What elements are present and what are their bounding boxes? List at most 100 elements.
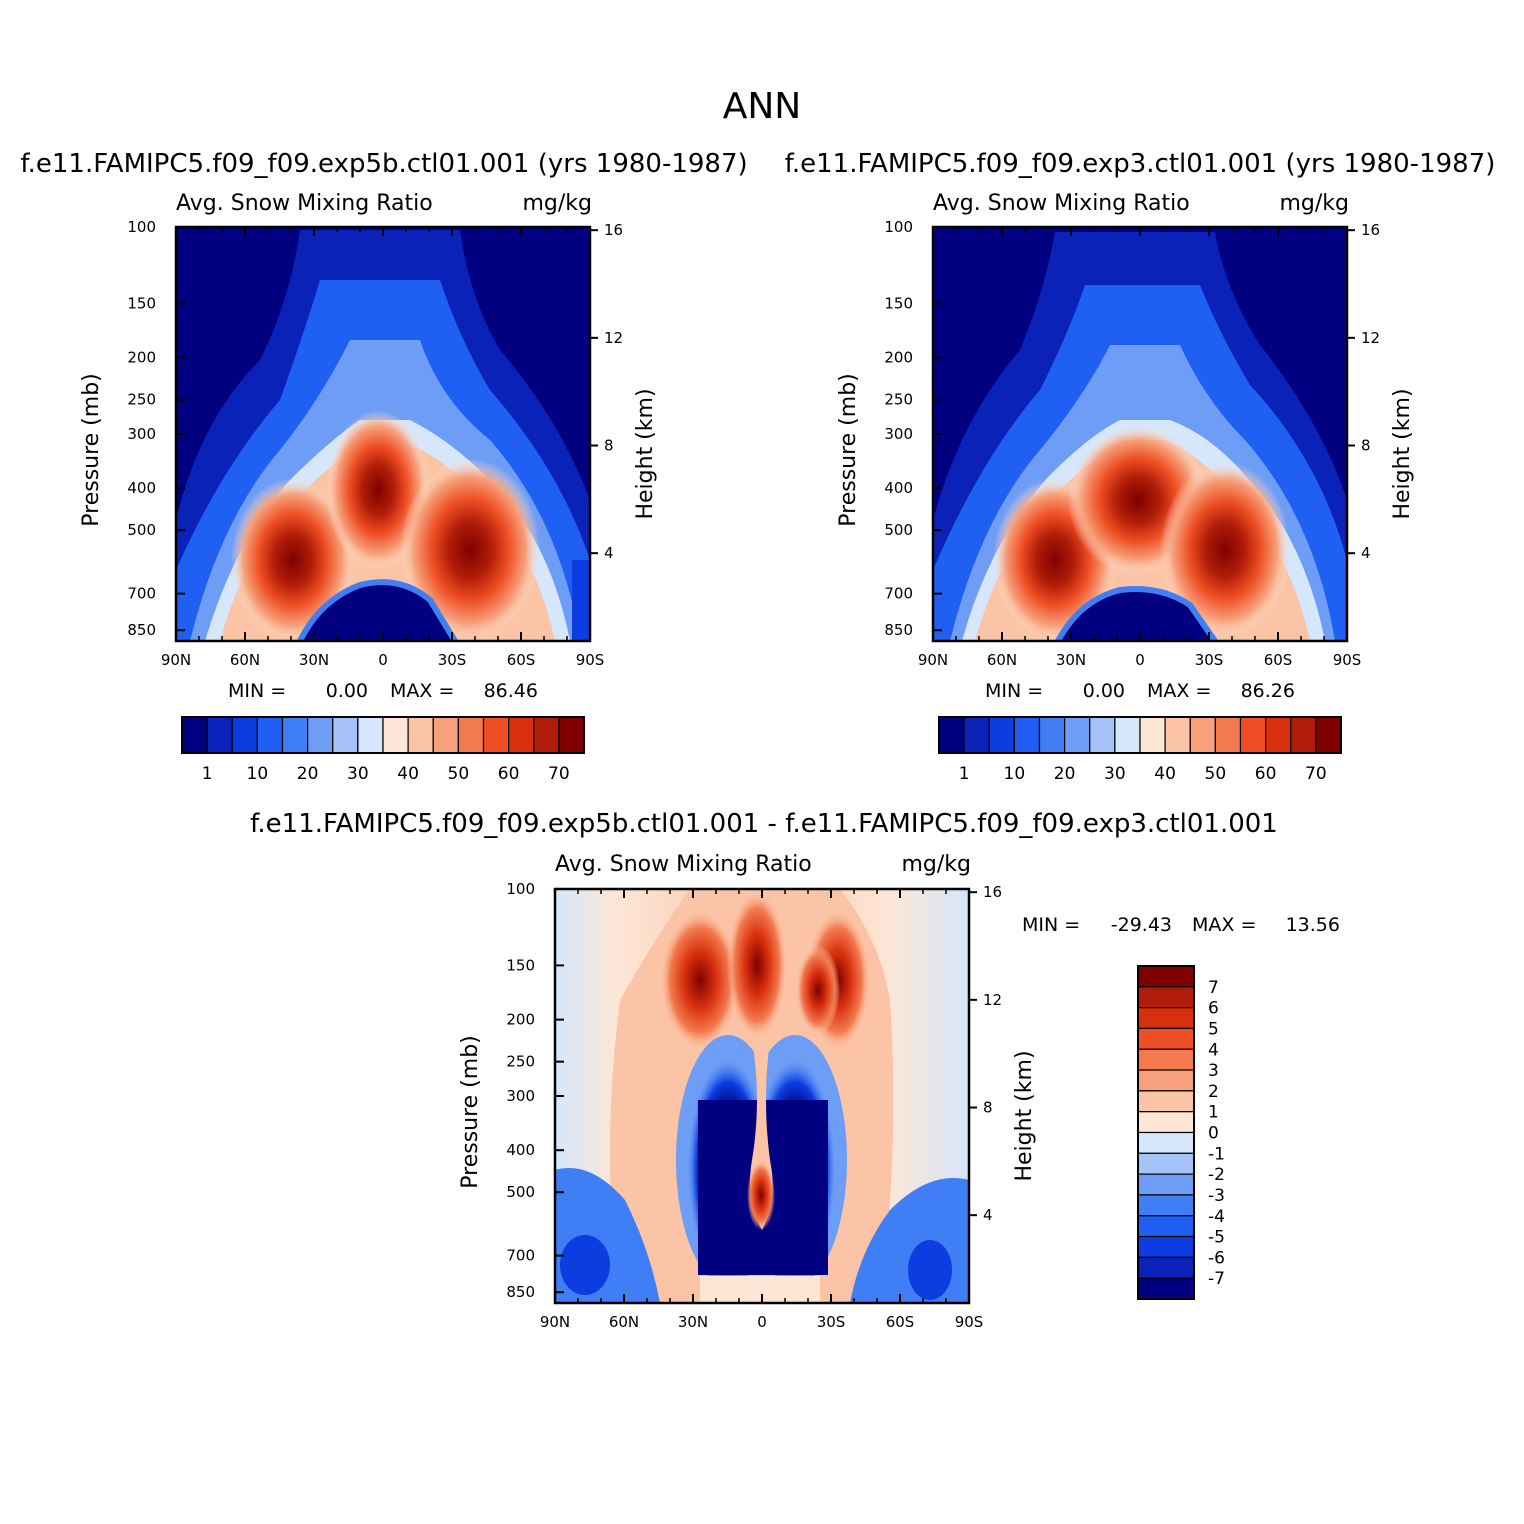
panel-1-colorbar-swatch [281, 716, 309, 754]
panel-1-colorbar-swatch [256, 716, 284, 754]
panel-1-colorbar-swatch [407, 716, 434, 754]
panel-3-upper-max-nh [660, 910, 740, 1050]
panel-2-y-tick-label: 700 [884, 585, 913, 603]
panel-3-colorbar-swatch [1137, 1069, 1195, 1092]
panel-1-x-tick-label: 90N [161, 651, 191, 669]
panel-3-colorbar-label: 1 [1208, 1103, 1219, 1123]
panel-3-y-tick-label: 150 [506, 956, 535, 974]
panel-1-stat-min: 0.00 [326, 680, 368, 702]
panel-2-y-tick-label: 100 [884, 218, 913, 236]
panel-3-colorbar-label: -2 [1208, 1165, 1225, 1185]
panel-1-colorbar-swatch [432, 716, 459, 754]
panel-2-y2-tick-label: 8 [1361, 437, 1371, 455]
panel-1-y-tick-label: 250 [127, 391, 156, 409]
panel-3-y-tick-label: 700 [506, 1247, 535, 1265]
panel-3-case-title: f.e11.FAMIPC5.f09_f09.exp5b.ctl01.001 - … [250, 809, 1278, 839]
panel-3-colorbar-frame [1137, 965, 1195, 1300]
panel-1-colorbar-swatch [206, 716, 233, 754]
panel-1-y-tick-label: 700 [127, 585, 156, 603]
panel-2-colorbar-swatch [1114, 716, 1141, 754]
panel-3-colorbar-swatch [1137, 1131, 1195, 1154]
panel-3-equatorial-max [747, 1160, 775, 1230]
panel-1-colorbar-frame [181, 716, 585, 754]
panel-2-colorbar-swatch [988, 716, 1015, 754]
panel-1-case-title: f.e11.FAMIPC5.f09_f09.exp5b.ctl01.001 (y… [20, 149, 747, 179]
panel-3-colorbar-label: 7 [1208, 978, 1219, 998]
panel-1-colorbar-label: 60 [498, 764, 520, 784]
panel-3-stat-min-label: MIN = [1022, 914, 1080, 936]
panel-3-colorbar-label: 3 [1208, 1061, 1219, 1081]
panel-3-y-tick-label: 250 [506, 1053, 535, 1071]
panel-1-y2-tick-label: 12 [604, 329, 623, 347]
panel-1-y-tick-label: 500 [127, 521, 156, 539]
panel-1-colorbar-label: 70 [548, 764, 570, 784]
panel-3-colorbar-label: 5 [1208, 1019, 1219, 1039]
panel-1-colorbar-label: 10 [247, 764, 269, 784]
panel-2-colorbar-label: 60 [1255, 764, 1277, 784]
panel-1-x-tick-label: 90S [576, 651, 605, 669]
panel-3-y-tick-label: 400 [506, 1141, 535, 1159]
panel-1-colorbar-label: 40 [397, 764, 419, 784]
panel-2-x-tick-label: 0 [1135, 651, 1145, 669]
panel-3-colorbar-label: -1 [1208, 1144, 1225, 1164]
panel-2-y2-axis-label: Height (km) [1390, 388, 1415, 519]
panel-3-axes: 90N 60N 30N 0 30S 60S 90S 100 150 200 250 300 400 500… [458, 880, 1037, 1331]
panel-3: f.e11.FAMIPC5.f09_f09.exp5b.ctl01.001 - … [250, 809, 1340, 1331]
panel-2-colorbar-swatch [1139, 716, 1166, 754]
panel-3-y2-tick-label: 8 [983, 1099, 993, 1117]
panel-1-colorbar-swatch [382, 716, 409, 754]
panel-2-stat-max-label: MAX = [1147, 680, 1211, 702]
panel-2-colorbar-swatch [1089, 716, 1116, 754]
panel-2-colorbar-swatch [1290, 716, 1317, 754]
panel-2-stat-min-label: MIN = [985, 680, 1043, 702]
panel-3-y2-tick-label: 16 [983, 883, 1002, 901]
panel-3-y-tick-label: 200 [506, 1011, 535, 1029]
panel-2-colorbar-swatch [1013, 716, 1041, 754]
panel-2-colorbar-frame [938, 716, 1342, 754]
panel-2-y-tick-label: 400 [884, 479, 913, 497]
panel-3-colorbar-label: 6 [1208, 999, 1219, 1019]
panel-2-axes: 90N 60N 30N 0 30S 60S 90S 100 150 200 250 300 400 500… [836, 218, 1415, 669]
panel-3-header-right: mg/kg [901, 852, 971, 877]
panel-2-colorbar-label: 40 [1154, 764, 1176, 784]
panel-2-colorbar-swatch [1315, 716, 1342, 754]
panel-2-y-tick-label: 200 [884, 349, 913, 367]
panel-3-x-tick-label: 30N [678, 1313, 708, 1331]
panel-3-sh-low-core [908, 1240, 952, 1300]
panel-3-stat-min: -29.43 [1111, 914, 1172, 936]
panel-2-y-tick-label: 500 [884, 521, 913, 539]
panel-2-contour-field [933, 227, 1347, 641]
panel-2-y-tick-label: 250 [884, 391, 913, 409]
panel-3-colorbar-label: -4 [1208, 1207, 1225, 1227]
panel-1-y-tick-label: 200 [127, 349, 156, 367]
panel-1-colorbar-label: 1 [202, 764, 213, 784]
panel-2-x-tick-label: 60S [1264, 651, 1293, 669]
panel-3-colorbar-label: -6 [1208, 1248, 1225, 1268]
panel-3-colorbar-label: -7 [1208, 1269, 1225, 1289]
panel-1-colorbar-label: 50 [448, 764, 470, 784]
panel-1-x-tick-label: 60N [230, 651, 260, 669]
panel-2-colorbar-swatch [1064, 716, 1091, 754]
panel-2-y2-tick-label: 4 [1361, 544, 1371, 562]
panel-3-upper-max-eq [727, 890, 787, 1040]
panel-1: f.e11.FAMIPC5.f09_f09.exp5b.ctl01.001 (y… [20, 149, 747, 784]
panel-2-colorbar: 1 10 20 30 40 50 60 70 [938, 716, 1342, 784]
panel-3-colorbar-swatch [1137, 1235, 1195, 1258]
panel-2-x-tick-label: 90N [918, 651, 948, 669]
panel-1-stat-min-label: MIN = [228, 680, 286, 702]
panel-3-colorbar-swatch [1137, 1277, 1195, 1300]
panel-1-colorbar-swatch [508, 716, 535, 754]
panel-2-colorbar-swatch [963, 716, 990, 754]
panel-3-x-tick-label: 90S [955, 1313, 984, 1331]
panel-3-colorbar-label: -3 [1208, 1186, 1225, 1206]
panel-3-contour-field [555, 889, 969, 1303]
panel-3-colorbar-label: -5 [1208, 1228, 1225, 1248]
panel-2-colorbar-label: 1 [959, 764, 970, 784]
panel-3-colorbar-swatch [1137, 1090, 1195, 1113]
panel-3-colorbar-swatch [1137, 1194, 1195, 1217]
panel-3-y-tick-label: 100 [506, 880, 535, 898]
panel-2-x-tick-label: 30N [1056, 651, 1086, 669]
panel-1-y-tick-label: 150 [127, 294, 156, 312]
panel-1-max-sh [400, 458, 540, 641]
